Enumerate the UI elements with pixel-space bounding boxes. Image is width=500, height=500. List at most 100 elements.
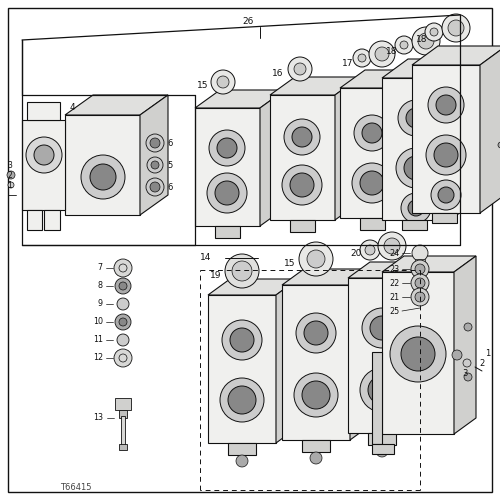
Circle shape [362, 123, 382, 143]
Polygon shape [454, 256, 476, 434]
Text: 12: 12 [93, 354, 103, 362]
Circle shape [398, 100, 434, 136]
Circle shape [354, 115, 390, 151]
Circle shape [114, 259, 132, 277]
Text: 10: 10 [93, 318, 103, 326]
Circle shape [119, 282, 127, 290]
Circle shape [117, 334, 129, 346]
Text: 4: 4 [70, 102, 75, 112]
Circle shape [431, 180, 461, 210]
Circle shape [217, 76, 229, 88]
Polygon shape [282, 285, 350, 440]
Circle shape [117, 298, 129, 310]
Circle shape [426, 135, 466, 175]
Bar [432, 213, 457, 223]
Text: 15: 15 [197, 82, 208, 90]
Circle shape [207, 173, 247, 213]
Circle shape [215, 181, 239, 205]
Circle shape [422, 150, 428, 156]
Polygon shape [372, 444, 394, 454]
Polygon shape [140, 95, 168, 215]
Polygon shape [350, 269, 372, 440]
Text: 3: 3 [462, 368, 468, 378]
Text: 17: 17 [342, 58, 353, 68]
Polygon shape [348, 278, 416, 433]
Circle shape [222, 320, 262, 360]
Polygon shape [340, 88, 405, 218]
Bar [119, 410, 127, 418]
Text: 26: 26 [242, 18, 254, 26]
Circle shape [146, 134, 164, 152]
Circle shape [360, 368, 404, 412]
Circle shape [211, 70, 235, 94]
Circle shape [228, 386, 256, 414]
Circle shape [498, 142, 500, 148]
Text: 6: 6 [167, 182, 172, 192]
Circle shape [418, 33, 434, 49]
Circle shape [236, 455, 248, 467]
Circle shape [277, 160, 283, 166]
Text: 22: 22 [390, 278, 400, 287]
Circle shape [150, 182, 160, 192]
Circle shape [463, 359, 471, 367]
Text: 14: 14 [200, 254, 211, 262]
Circle shape [232, 261, 252, 281]
Polygon shape [382, 78, 450, 220]
Circle shape [294, 63, 306, 75]
Polygon shape [65, 115, 140, 215]
Polygon shape [382, 272, 454, 434]
Circle shape [81, 155, 125, 199]
Circle shape [464, 323, 472, 331]
Text: 16: 16 [272, 68, 283, 78]
Circle shape [302, 381, 330, 409]
Text: 7: 7 [98, 264, 103, 272]
Text: 5: 5 [167, 160, 172, 170]
Circle shape [115, 278, 131, 294]
Circle shape [404, 156, 428, 180]
Polygon shape [348, 262, 438, 278]
Circle shape [375, 47, 389, 61]
Text: 18: 18 [416, 34, 428, 43]
Circle shape [428, 87, 464, 123]
Circle shape [284, 119, 320, 155]
Circle shape [400, 41, 408, 49]
Circle shape [378, 232, 406, 260]
Circle shape [360, 171, 384, 195]
Bar [115, 398, 131, 410]
Text: 2: 2 [479, 358, 484, 368]
Circle shape [434, 143, 458, 167]
Circle shape [425, 23, 443, 41]
Polygon shape [195, 108, 260, 226]
Circle shape [352, 163, 392, 203]
Circle shape [360, 240, 380, 260]
Bar [402, 220, 427, 230]
Circle shape [294, 373, 338, 417]
Text: 24: 24 [390, 248, 400, 258]
Circle shape [90, 164, 116, 190]
Circle shape [150, 138, 160, 148]
Text: 20: 20 [350, 250, 362, 258]
Circle shape [376, 445, 388, 457]
Circle shape [396, 148, 436, 188]
Circle shape [115, 314, 131, 330]
Polygon shape [208, 279, 298, 295]
Circle shape [307, 250, 325, 268]
Circle shape [415, 292, 425, 302]
Bar [415, 259, 425, 264]
Circle shape [369, 41, 395, 67]
Polygon shape [416, 262, 438, 433]
Circle shape [464, 373, 472, 381]
Circle shape [353, 49, 371, 67]
Polygon shape [340, 70, 430, 88]
Bar [228, 443, 256, 455]
Circle shape [296, 313, 336, 353]
Circle shape [7, 171, 15, 179]
Polygon shape [372, 352, 382, 444]
Circle shape [304, 321, 328, 345]
Polygon shape [27, 210, 42, 230]
Bar [119, 444, 127, 450]
Polygon shape [276, 279, 298, 443]
Circle shape [151, 161, 159, 169]
Bar [290, 220, 315, 232]
Polygon shape [44, 210, 60, 230]
